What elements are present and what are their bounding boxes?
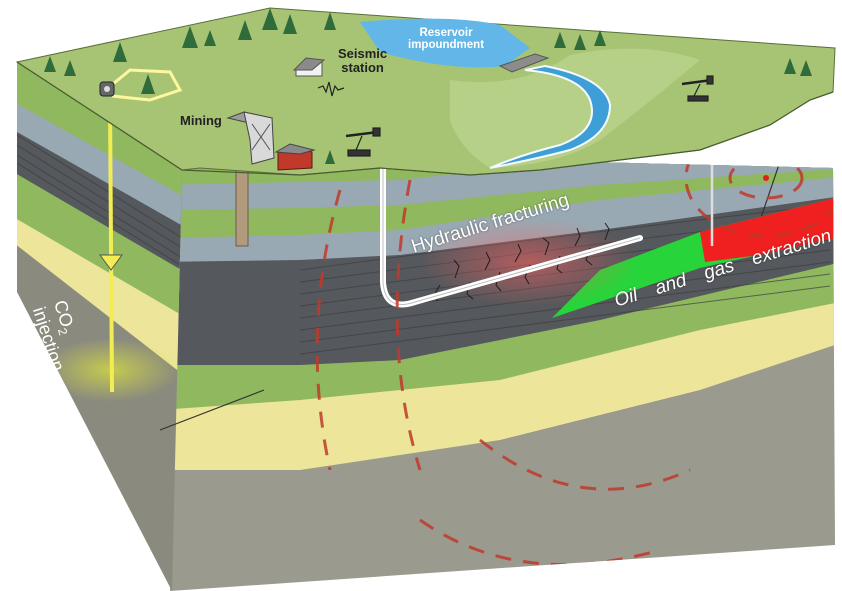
reservoir-label-line1: Reservoir [419, 27, 473, 39]
wellhead-icon [99, 81, 115, 97]
reservoir-label-line2: impoundment [408, 39, 485, 51]
tree-icon [44, 8, 812, 164]
seismograph-icon [317, 81, 345, 97]
mine-headframe-icon [226, 111, 275, 165]
front-face [170, 152, 835, 591]
seismic-epicenter [763, 175, 769, 181]
seismic-waves [315, 152, 835, 567]
injection-arrow-icon [99, 254, 123, 271]
left-fault-line [159, 389, 265, 431]
dam [498, 53, 550, 73]
pumpjack-icon [681, 75, 714, 102]
hydraulic-well-outline [382, 165, 641, 305]
surface-pipeline [107, 68, 183, 102]
reservoir-impoundment-label: Reservoir impoundment [408, 27, 484, 51]
seismic-label-line1: Seismic [338, 46, 388, 61]
seismic-label-line2: station [341, 60, 384, 75]
mining-label: Mining [180, 113, 222, 128]
pumpjack-icon [345, 127, 381, 157]
valley [450, 48, 700, 168]
house-icon [292, 57, 326, 77]
seismic-station-label: Seismic station [338, 47, 387, 75]
co2-injection-well [108, 99, 114, 393]
reservoir-water [360, 18, 530, 68]
house-icon [274, 143, 316, 171]
oil-gas-zone-red [700, 198, 835, 262]
river [489, 64, 612, 169]
